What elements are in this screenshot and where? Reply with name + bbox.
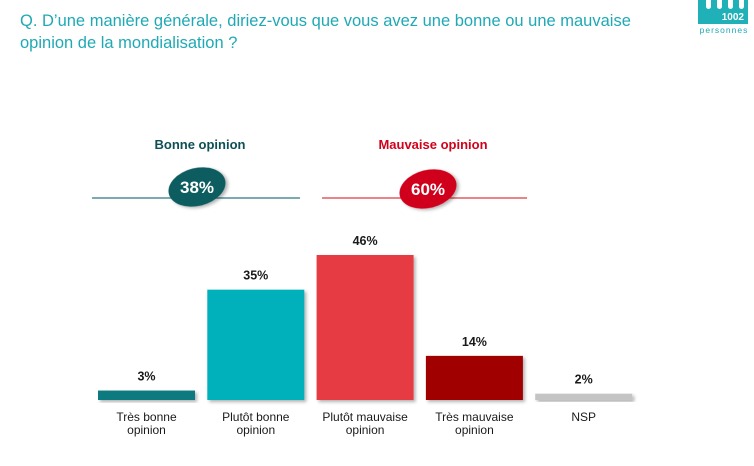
good-opinion-title: Bonne opinion: [155, 137, 246, 152]
group-good-opinion: Bonne opinion 38%: [92, 137, 300, 207]
category-label: NSP: [571, 410, 596, 424]
bar-5: [535, 393, 633, 400]
category-label: Très mauvaise opinion: [435, 410, 514, 437]
category-label: Plutôt mauvaise opinion: [322, 410, 408, 437]
good-opinion-total-bubble: [168, 167, 226, 207]
people-icon: 1002: [698, 0, 748, 24]
category-label: Très bonne opinion: [116, 410, 177, 437]
value-label: 3%: [137, 370, 155, 384]
bar-2: [207, 289, 305, 400]
sample-size-badge: 1002 personnes: [698, 0, 749, 35]
bar-1: [98, 390, 195, 400]
bad-opinion-total-label: 60%: [411, 180, 445, 199]
group-bad-opinion: Mauvaise opinion 60%: [322, 137, 527, 209]
sample-size-count: 1002: [721, 12, 744, 23]
category-label: Plutôt bonne opinion: [222, 410, 290, 437]
question-title: Q. D’une manière générale, diriez-vous q…: [20, 12, 631, 52]
value-label: 2%: [575, 373, 593, 387]
bad-opinion-total-bubble: [399, 169, 457, 209]
bars: 3% Très bonne opinion 35% Plutôt bonne opinio…: [98, 234, 633, 437]
value-label: 46%: [353, 234, 378, 248]
value-label: 14%: [462, 335, 487, 349]
bad-opinion-title: Mauvaise opinion: [378, 137, 487, 152]
bar-4: [425, 355, 523, 400]
sample-size-label: personnes: [699, 25, 749, 35]
value-label: 35%: [243, 269, 268, 283]
bar-3: [316, 255, 414, 400]
good-opinion-total-label: 38%: [180, 178, 214, 197]
